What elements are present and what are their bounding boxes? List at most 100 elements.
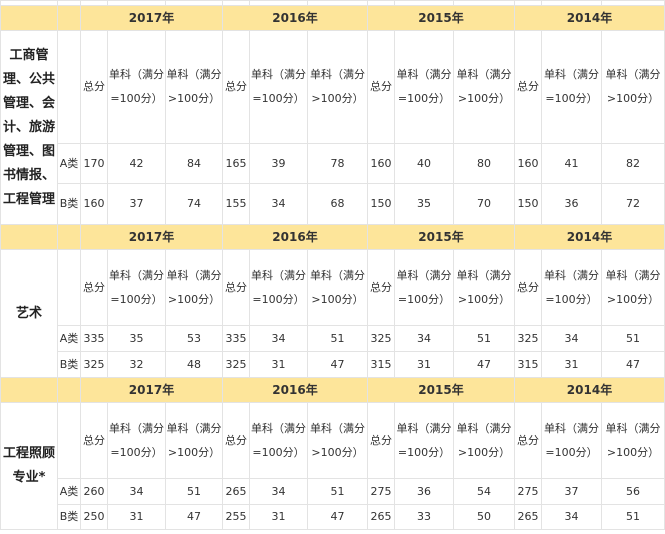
score-cell: 250 [80, 504, 108, 530]
class-label: A类 [57, 478, 81, 505]
score-cell: 34 [249, 478, 308, 505]
year-header: 2016年 [222, 224, 368, 250]
total-header: 总分 [222, 402, 250, 479]
score-cell: 325 [80, 351, 108, 378]
category-label: 工商管理、公共管理、会计、旅游管理、图书情报、工程管理 [0, 30, 58, 225]
total-header: 总分 [80, 249, 108, 326]
score-cell: 35 [107, 325, 166, 352]
score-cell: 54 [453, 478, 515, 505]
single-gt-header: 单科（满分>100分） [453, 249, 515, 326]
single-gt-header: 单科（满分>100分） [307, 402, 368, 479]
score-cell: 82 [601, 143, 665, 184]
single-eq-header: 单科（满分=100分） [249, 30, 308, 144]
score-cell: 34 [249, 325, 308, 352]
score-cell: 315 [367, 351, 395, 378]
single-gt-header: 单科（满分>100分） [307, 249, 368, 326]
score-cell: 70 [453, 183, 515, 225]
single-gt-header: 单科（满分>100分） [165, 30, 223, 144]
score-cell: 50 [453, 504, 515, 530]
single-gt-header: 单科（满分>100分） [165, 249, 223, 326]
score-cell: 275 [514, 478, 542, 505]
score-cell: 325 [367, 325, 395, 352]
year-header: 2015年 [367, 377, 515, 403]
single-gt-header: 单科（满分>100分） [601, 402, 665, 479]
score-cell: 275 [367, 478, 395, 505]
score-cell: 47 [601, 351, 665, 378]
total-header: 总分 [514, 249, 542, 326]
total-header: 总分 [514, 402, 542, 479]
single-eq-header: 单科（满分=100分） [107, 30, 166, 144]
total-header: 总分 [367, 402, 395, 479]
score-cell: 265 [367, 504, 395, 530]
single-eq-header: 单科（满分=100分） [394, 249, 454, 326]
year-header: 2017年 [80, 224, 223, 250]
category-label: 工程照顾专业* [0, 402, 58, 530]
score-cell: 51 [165, 478, 223, 505]
table-row: A类 260 34 51 265 34 51 275 36 54 275 37 56 [1, 478, 665, 505]
table-row: A类 335 35 53 335 34 51 325 34 51 325 34 51 [1, 325, 665, 352]
score-cell: 51 [307, 478, 368, 505]
score-cell: 51 [453, 325, 515, 352]
score-cell: 42 [107, 143, 166, 184]
score-cell: 34 [394, 325, 454, 352]
sub-header-row: 艺术 总分 单科（满分=100分） 单科（满分>100分） 总分 单科（满分=100分）单… [0, 249, 665, 378]
year-header: 2015年 [367, 224, 515, 250]
single-eq-header: 单科（满分=100分） [107, 249, 166, 326]
score-cell: 51 [601, 504, 665, 530]
score-cell: 150 [367, 183, 395, 225]
class-label: B类 [57, 183, 81, 225]
single-eq-header: 单科（满分=100分） [394, 30, 454, 144]
score-cell: 265 [514, 504, 542, 530]
class-label: B类 [57, 504, 81, 530]
score-cell: 31 [249, 351, 308, 378]
year-header-row: 2017年 2016年 2015年 2014年 [0, 224, 665, 250]
table-row: B类 250 31 47 255 31 47 265 33 50 265 34 51 [1, 504, 665, 530]
class-label: A类 [57, 325, 81, 352]
single-eq-header: 单科（满分=100分） [249, 402, 308, 479]
year-header-row: 2017年 2016年 2015年 2014年 [0, 377, 665, 403]
year-header: 2014年 [514, 377, 665, 403]
score-cell: 68 [307, 183, 368, 225]
single-gt-header: 单科（满分>100分） [453, 402, 515, 479]
score-cell: 74 [165, 183, 223, 225]
score-cell: 170 [80, 143, 108, 184]
score-cell: 325 [222, 351, 250, 378]
score-cell: 72 [601, 183, 665, 225]
total-header: 总分 [222, 30, 250, 144]
score-cell: 40 [394, 143, 454, 184]
score-cell: 31 [394, 351, 454, 378]
score-cell: 150 [514, 183, 542, 225]
score-cell: 155 [222, 183, 250, 225]
score-cell: 39 [249, 143, 308, 184]
score-cell: 31 [107, 504, 166, 530]
year-header: 2016年 [222, 377, 368, 403]
score-cell: 31 [541, 351, 602, 378]
sub-header-row: 工程照顾专业* 总分 单科（满分=100分） 单科（满分>100分） 总分 单科（满分=1… [0, 402, 665, 530]
single-eq-header: 单科（满分=100分） [541, 30, 602, 144]
single-gt-header: 单科（满分>100分） [453, 30, 515, 144]
class-label: B类 [57, 351, 81, 378]
score-cell: 47 [165, 504, 223, 530]
score-cell: 47 [307, 504, 368, 530]
score-cell: 36 [394, 478, 454, 505]
total-header: 总分 [367, 30, 395, 144]
category-label: 艺术 [0, 249, 58, 378]
single-gt-header: 单科（满分>100分） [601, 30, 665, 144]
total-header: 总分 [80, 402, 108, 479]
score-cell: 84 [165, 143, 223, 184]
single-eq-header: 单科（满分=100分） [394, 402, 454, 479]
sub-header-row: 工商管理、公共管理、会计、旅游管理、图书情报、工程管理 总分 单科（满分=100分）… [0, 30, 665, 225]
class-label: A类 [57, 143, 81, 184]
score-cell: 34 [541, 504, 602, 530]
score-cell: 36 [541, 183, 602, 225]
year-header: 2017年 [80, 5, 223, 31]
table-row: B类 325 32 48 325 31 47 315 31 47 315 31 47 [1, 351, 665, 378]
total-header: 总分 [367, 249, 395, 326]
score-cell: 34 [249, 183, 308, 225]
score-cell: 160 [80, 183, 108, 225]
score-cell: 255 [222, 504, 250, 530]
year-header: 2017年 [80, 377, 223, 403]
total-header: 总分 [80, 30, 108, 144]
score-cell: 160 [514, 143, 542, 184]
score-cell: 260 [80, 478, 108, 505]
